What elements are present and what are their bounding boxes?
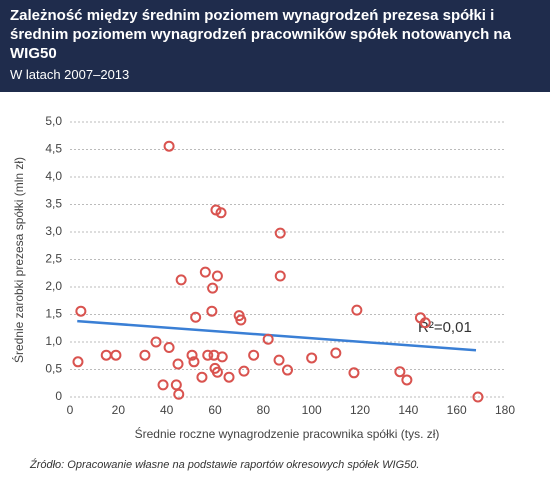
source-note: Źródło: Opracowanie własne na podstawie …: [29, 458, 419, 471]
chart-subtitle: W latach 2007–2013: [10, 67, 130, 82]
point: [274, 227, 286, 239]
point: [215, 207, 227, 219]
point: [100, 349, 112, 361]
x-tick-label: 160: [447, 403, 467, 417]
point: [216, 351, 228, 363]
point: [75, 305, 87, 317]
point: [394, 366, 406, 378]
point: [172, 358, 184, 370]
point: [472, 391, 484, 403]
x-tick-label: 80: [257, 403, 271, 417]
x-tick-label: 180: [495, 403, 515, 417]
y-tick-label: 1,0: [45, 334, 62, 348]
y-tick-label: 5,0: [45, 114, 62, 128]
y-tick-label: 4,0: [45, 169, 62, 183]
point: [273, 354, 285, 366]
point: [274, 270, 286, 282]
annotation: R²=0,01: [418, 319, 472, 336]
y-tick-label: 0: [55, 389, 62, 403]
y-tick-label: 2,0: [45, 279, 62, 293]
point: [348, 367, 360, 379]
trend-line: [77, 319, 477, 352]
point: [173, 388, 185, 400]
y-tick-label: 2,5: [45, 252, 62, 266]
y-tick-label: 0,5: [45, 362, 62, 376]
point: [207, 282, 219, 294]
x-tick-label: 40: [160, 403, 174, 417]
point: [163, 342, 175, 353]
point: [248, 349, 260, 361]
point: [170, 379, 182, 391]
point: [262, 333, 274, 345]
point: [306, 352, 318, 364]
point: [211, 270, 223, 282]
point: [211, 366, 223, 378]
x-axis-label: Średnie roczne wynagrodzenie pracownika …: [135, 426, 440, 441]
x-tick-label: 140: [398, 403, 418, 417]
y-axis-label: Średnie zarobki prezesa spółki (mln zł): [11, 157, 26, 363]
x-tick-label: 100: [302, 403, 322, 417]
point: [186, 349, 198, 361]
point: [223, 371, 235, 383]
point: [330, 347, 342, 359]
y-tick-label: 1,5: [45, 307, 62, 321]
point: [150, 336, 162, 348]
x-tick-label: 60: [208, 403, 222, 417]
point: [199, 266, 211, 278]
point: [401, 374, 413, 386]
point: [238, 365, 250, 377]
point: [351, 304, 363, 316]
point: [157, 379, 169, 391]
x-tick-label: 20: [112, 403, 126, 417]
x-tick-label: 120: [350, 403, 370, 417]
point: [72, 356, 84, 368]
point: [139, 349, 151, 361]
point: [196, 371, 208, 383]
point: [190, 311, 202, 323]
x-tick-label: 0: [67, 403, 74, 417]
y-tick-label: 3,0: [45, 224, 62, 238]
y-tick-label: 3,5: [45, 197, 62, 211]
point: [235, 314, 247, 326]
point: [188, 356, 200, 368]
point: [419, 317, 431, 329]
point: [206, 305, 218, 317]
y-tick-label: 4,5: [45, 142, 62, 156]
point: [202, 349, 214, 361]
point: [110, 349, 122, 361]
point: [282, 364, 293, 376]
chart-title: Zależność między średnim poziomem wynagr…: [10, 7, 511, 62]
header: Zależność między średnim poziomem wynagr…: [0, 0, 550, 92]
point: [175, 274, 187, 286]
point: [163, 140, 175, 152]
